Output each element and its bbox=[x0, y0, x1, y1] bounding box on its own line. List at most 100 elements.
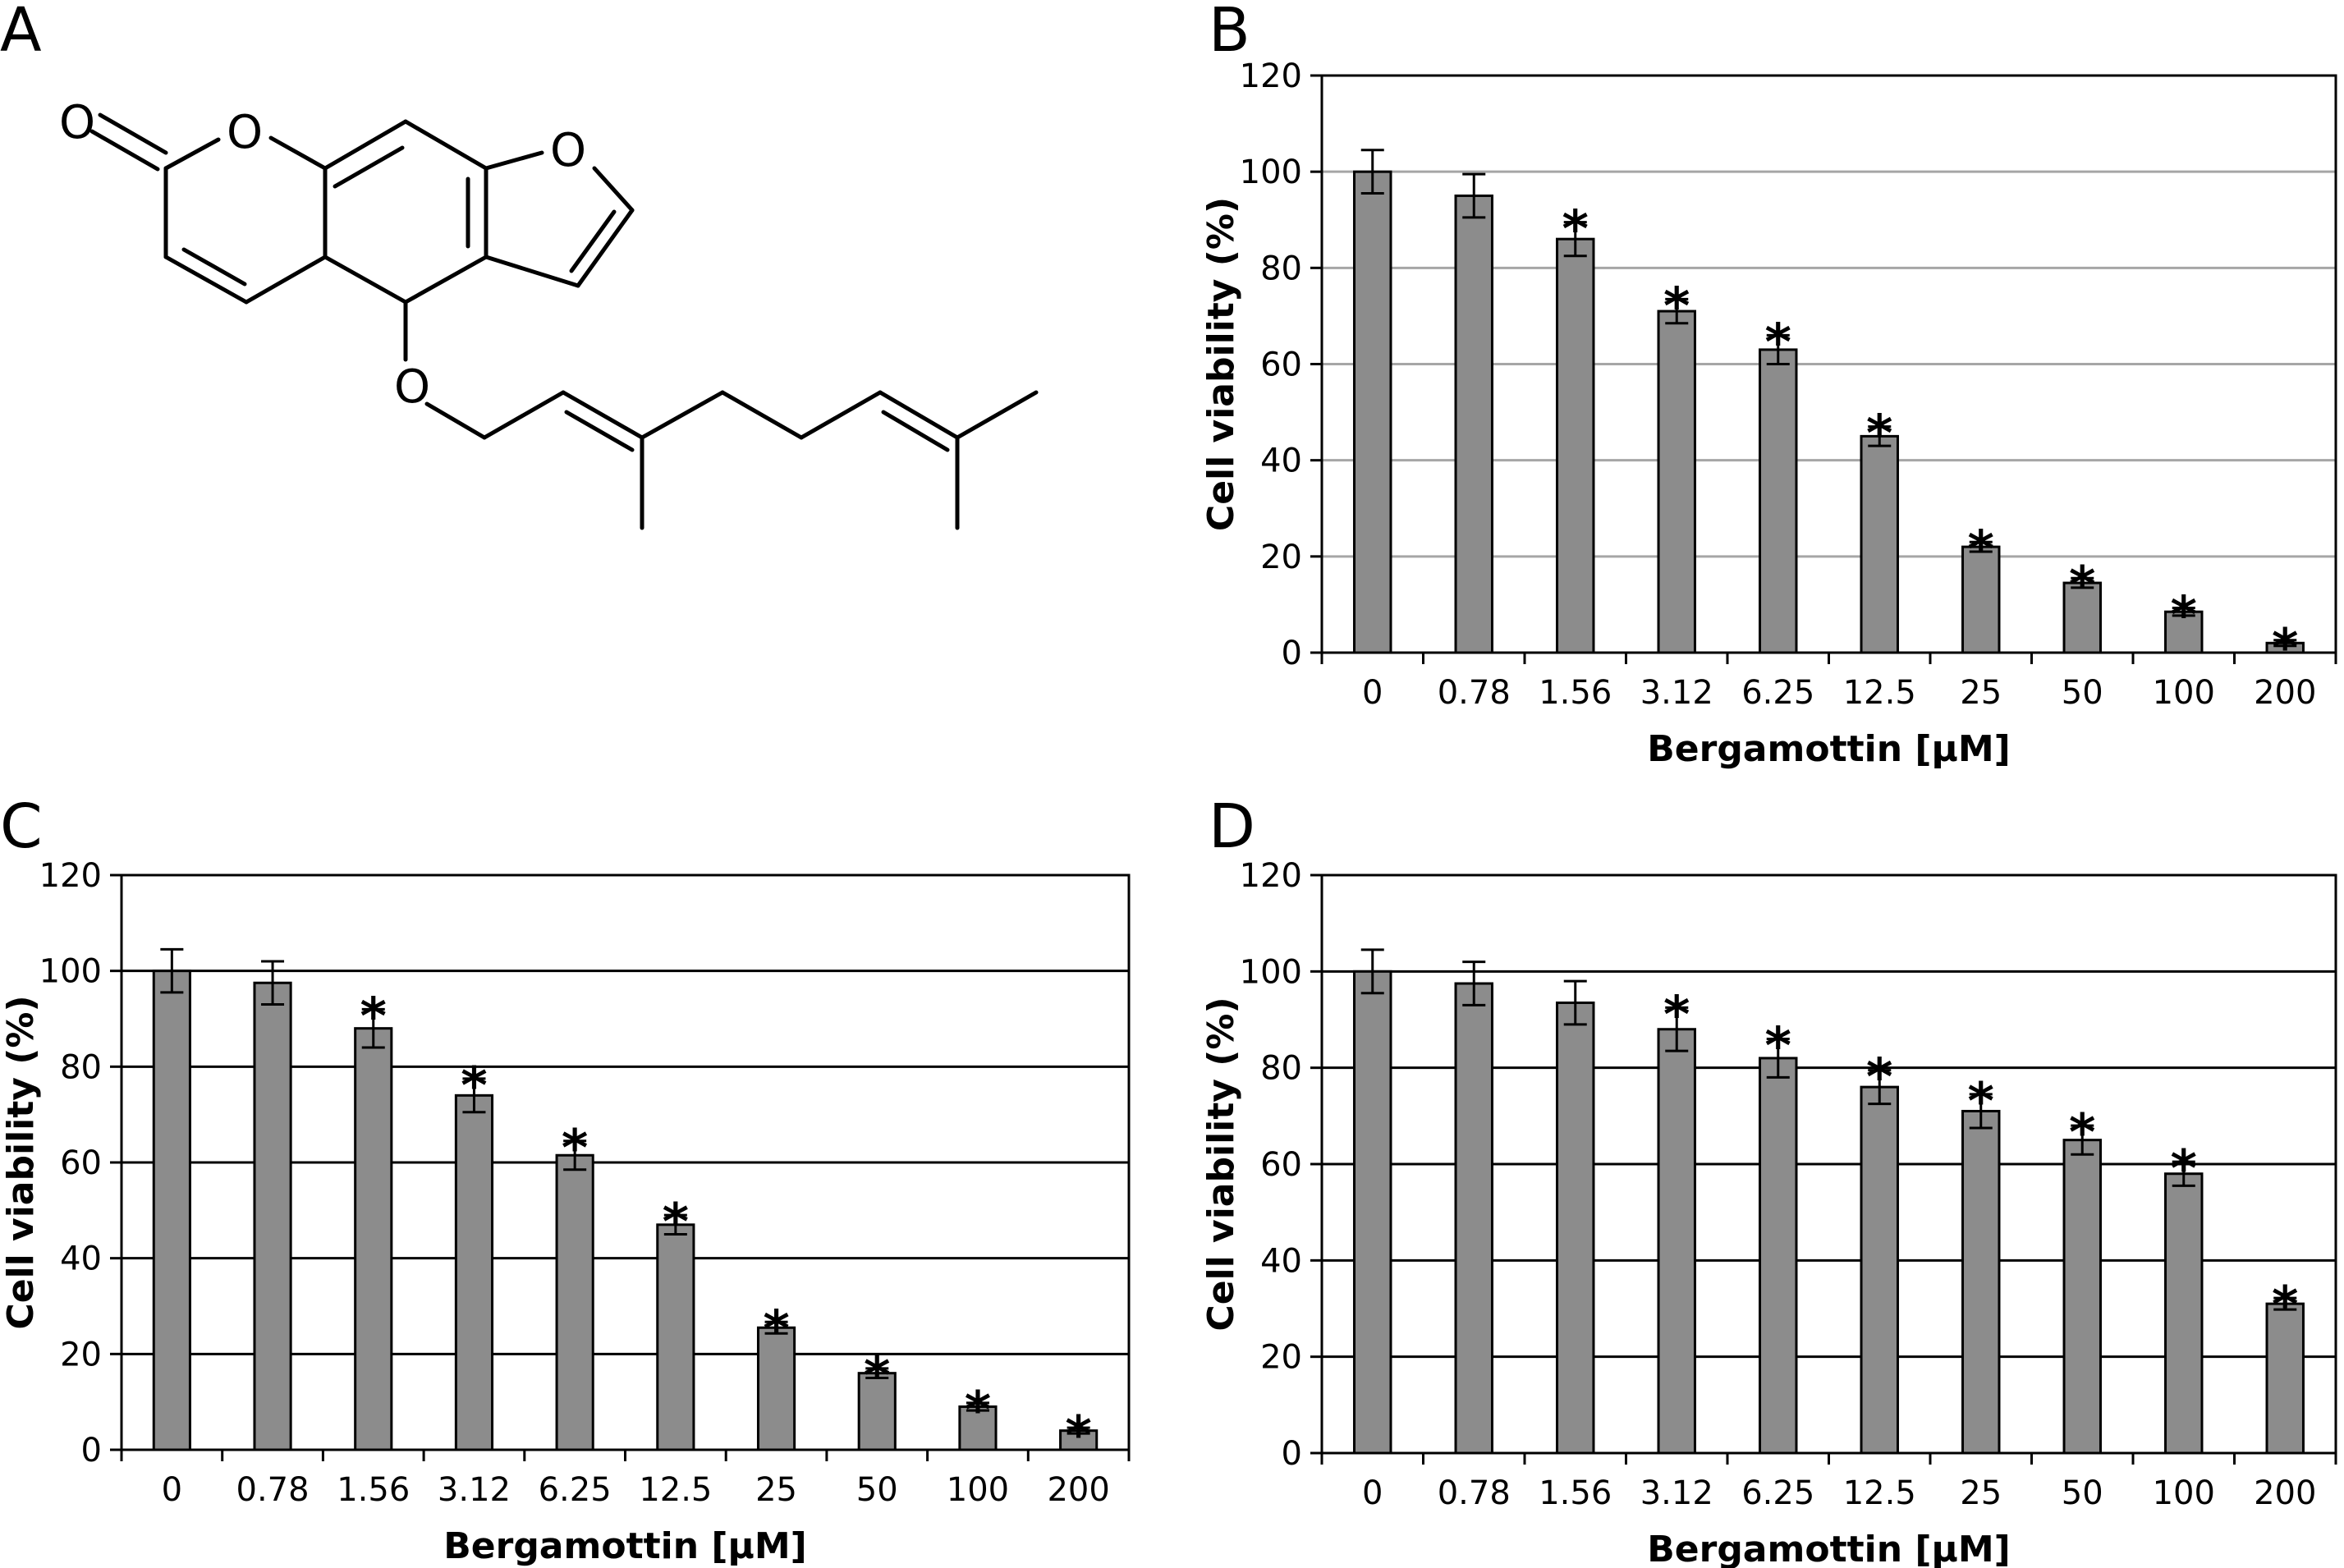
bar bbox=[1556, 1001, 1595, 1455]
bond bbox=[424, 401, 487, 440]
y-axis-title: Cell viability (%) bbox=[1200, 197, 1242, 531]
bond bbox=[403, 119, 489, 171]
y-tick-label: 40 bbox=[60, 1240, 102, 1278]
bar bbox=[2062, 581, 2102, 654]
bond bbox=[576, 208, 635, 288]
significance-marker: * bbox=[663, 1192, 689, 1252]
y-tick-label: 60 bbox=[60, 1144, 102, 1182]
significance-marker: * bbox=[461, 1056, 487, 1116]
bar bbox=[1353, 170, 1392, 654]
bond bbox=[592, 166, 635, 213]
bond bbox=[561, 390, 644, 440]
y-tick-label: 120 bbox=[39, 857, 102, 895]
significance-marker: * bbox=[1765, 312, 1791, 372]
x-tick-label: 0.78 bbox=[1438, 1474, 1511, 1512]
bar bbox=[1759, 348, 1798, 654]
x-tick-label: 3.12 bbox=[438, 1471, 511, 1509]
bond bbox=[799, 390, 883, 440]
x-tick-label: 6.25 bbox=[1741, 674, 1814, 712]
significance-marker: * bbox=[1663, 276, 1690, 336]
x-axis-title: Bergamottin [μM] bbox=[1647, 1529, 2011, 1568]
bar bbox=[1556, 237, 1595, 654]
x-tick-label: 25 bbox=[755, 1471, 797, 1509]
bond bbox=[244, 254, 328, 305]
x-tick-label: 200 bbox=[1047, 1471, 1109, 1509]
x-tick-label: 200 bbox=[2254, 1474, 2316, 1512]
significance-marker: * bbox=[2272, 1275, 2298, 1335]
atom-ether-oxygen: O bbox=[394, 360, 430, 414]
chart-panel-c: 0 20 40 60 80 100 120 0 0.78 * 1.56 * 3.12 * 6.25 * 12.5… bbox=[0, 857, 1131, 1567]
bond bbox=[484, 150, 544, 171]
x-tick-label: 100 bbox=[2153, 674, 2215, 712]
atom-furan-oxygen: O bbox=[550, 124, 586, 177]
panel-letter-b: B bbox=[1209, 0, 1250, 66]
bar bbox=[1860, 434, 1899, 654]
y-tick-label: 0 bbox=[81, 1432, 102, 1469]
y-tick-label: 0 bbox=[1282, 1435, 1302, 1473]
bar bbox=[1353, 970, 1392, 1455]
significance-marker: * bbox=[562, 1118, 588, 1178]
x-tick-label: 0 bbox=[1362, 674, 1383, 712]
y-tick-label: 80 bbox=[1260, 1050, 1302, 1088]
bond bbox=[484, 254, 580, 288]
y-axis-title: Cell viability (%) bbox=[0, 995, 42, 1329]
x-tick-label: 0.78 bbox=[1438, 674, 1511, 712]
y-tick-label: 80 bbox=[1260, 250, 1302, 287]
panel-letter-d: D bbox=[1209, 791, 1255, 862]
x-tick-label: 1.56 bbox=[337, 1471, 410, 1509]
significance-marker: * bbox=[1663, 984, 1690, 1044]
significance-marker: * bbox=[1866, 1048, 1892, 1107]
x-tick-label: 12.5 bbox=[1843, 674, 1916, 712]
bond bbox=[98, 112, 168, 155]
bar bbox=[2062, 1139, 2102, 1455]
significance-marker: * bbox=[2171, 585, 2197, 645]
chart-panel-b: 0 20 40 60 80 100 120 0 0.78 * 1.56 * 3.12 * 6.25 * 12.5… bbox=[1200, 57, 2337, 770]
significance-marker: * bbox=[1065, 1405, 1091, 1465]
y-tick-label: 20 bbox=[60, 1336, 102, 1373]
x-tick-label: 3.12 bbox=[1640, 1474, 1713, 1512]
bond bbox=[564, 410, 635, 452]
x-tick-label: 6.25 bbox=[1741, 1474, 1814, 1512]
bar bbox=[1860, 1085, 1899, 1455]
x-axis-title: Bergamottin [μM] bbox=[443, 1525, 807, 1567]
bond bbox=[482, 390, 566, 440]
x-tick-label: 12.5 bbox=[639, 1471, 712, 1509]
bond bbox=[720, 390, 804, 440]
bar bbox=[354, 1027, 393, 1451]
x-tick-label: 25 bbox=[1960, 1474, 2002, 1512]
bar bbox=[1759, 1057, 1798, 1455]
bar bbox=[1454, 194, 1493, 654]
significance-marker: * bbox=[1562, 199, 1589, 259]
x-tick-label: 0 bbox=[162, 1471, 182, 1509]
significance-marker: * bbox=[2069, 1103, 2095, 1162]
bond bbox=[163, 137, 221, 171]
y-tick-label: 100 bbox=[39, 953, 102, 991]
bar bbox=[1961, 545, 2001, 654]
y-tick-label: 40 bbox=[1260, 442, 1302, 480]
y-tick-label: 60 bbox=[1260, 346, 1302, 384]
y-tick-label: 20 bbox=[1260, 1339, 1302, 1377]
x-tick-label: 50 bbox=[856, 1471, 898, 1509]
bar bbox=[454, 1093, 494, 1451]
bond bbox=[163, 254, 249, 305]
bond bbox=[323, 119, 408, 171]
bond bbox=[403, 254, 489, 305]
x-tick-label: 12.5 bbox=[1843, 1474, 1916, 1512]
significance-marker: * bbox=[1765, 1016, 1791, 1075]
y-tick-label: 100 bbox=[1240, 953, 1302, 991]
bar bbox=[1657, 1028, 1696, 1455]
x-axis-title: Bergamottin [μM] bbox=[1647, 728, 2011, 770]
y-tick-label: 20 bbox=[1260, 539, 1302, 576]
bond bbox=[268, 135, 328, 171]
significance-marker: * bbox=[1866, 404, 1892, 464]
x-tick-label: 25 bbox=[1960, 674, 2002, 712]
bergamottin-structure bbox=[89, 112, 1039, 530]
atom-ring-oxygen: O bbox=[227, 106, 263, 159]
atom-carbonyl-oxygen: O bbox=[59, 96, 95, 149]
bond bbox=[878, 390, 960, 440]
x-tick-label: 1.56 bbox=[1539, 1474, 1612, 1512]
bar bbox=[1961, 1109, 2001, 1455]
bar bbox=[2265, 1302, 2305, 1455]
y-tick-label: 120 bbox=[1240, 857, 1302, 895]
